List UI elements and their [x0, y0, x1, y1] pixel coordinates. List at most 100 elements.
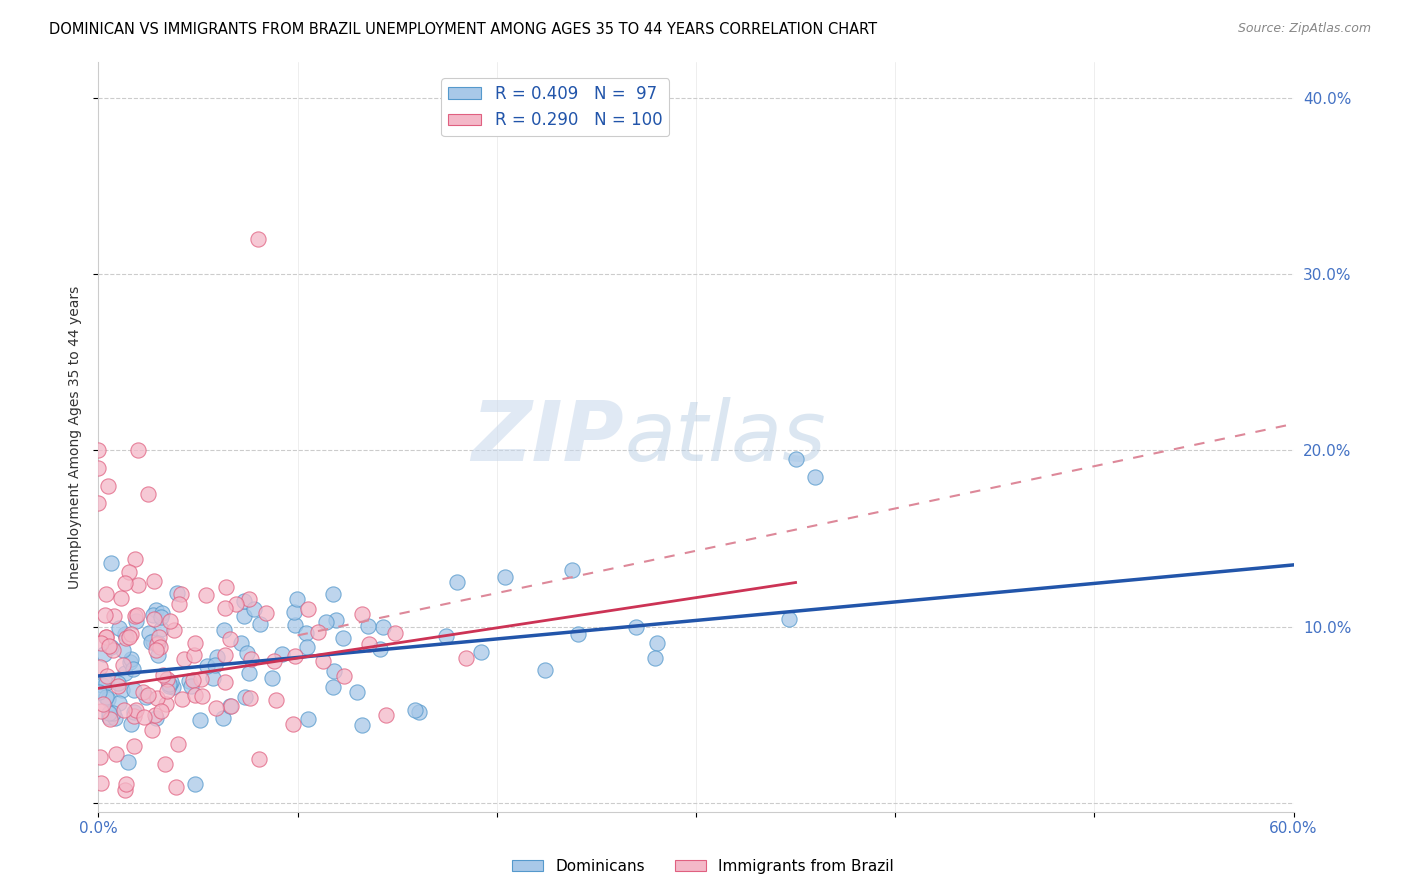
Point	[315, 615, 337, 630]
Point	[114, 576, 136, 591]
Point	[384, 626, 406, 640]
Point	[214, 674, 236, 689]
Point	[561, 563, 583, 577]
Point	[243, 602, 266, 616]
Point	[157, 679, 180, 693]
Point	[100, 640, 122, 655]
Point	[644, 651, 666, 665]
Point	[122, 739, 145, 754]
Point	[90, 636, 112, 650]
Point	[167, 597, 190, 611]
Point	[150, 623, 173, 637]
Point	[145, 708, 167, 723]
Point	[111, 657, 134, 672]
Point	[165, 780, 187, 794]
Point	[98, 639, 121, 653]
Point	[177, 674, 200, 689]
Point	[145, 711, 167, 725]
Point	[124, 608, 146, 623]
Point	[190, 672, 212, 686]
Point	[359, 637, 381, 651]
Point	[312, 654, 335, 668]
Point	[287, 592, 309, 607]
Point	[233, 690, 256, 705]
Point	[120, 652, 142, 666]
Point	[350, 718, 373, 732]
Point	[127, 578, 149, 592]
Point	[184, 689, 207, 703]
Point	[332, 669, 354, 683]
Point	[122, 705, 145, 719]
Point	[146, 636, 169, 650]
Point	[139, 635, 162, 649]
Point	[264, 693, 287, 707]
Point	[136, 487, 159, 501]
Point	[114, 626, 136, 640]
Point	[125, 703, 148, 717]
Point	[110, 591, 132, 605]
Point	[232, 593, 254, 607]
Point	[94, 690, 117, 704]
Point	[149, 704, 172, 718]
Text: Source: ZipAtlas.com: Source: ZipAtlas.com	[1237, 22, 1371, 36]
Point	[90, 775, 112, 789]
Point	[124, 551, 146, 566]
Point	[494, 570, 516, 584]
Point	[159, 614, 181, 628]
Point	[145, 643, 167, 657]
Point	[214, 624, 236, 638]
Point	[142, 611, 165, 625]
Point	[214, 601, 236, 615]
Point	[190, 689, 212, 703]
Point	[97, 691, 120, 706]
Point	[138, 688, 160, 702]
Point	[170, 692, 193, 706]
Point	[214, 648, 236, 663]
Point	[236, 646, 259, 660]
Point	[219, 698, 242, 713]
Point	[446, 574, 468, 589]
Point	[122, 709, 145, 723]
Point	[100, 556, 122, 570]
Point	[118, 565, 141, 579]
Point	[107, 621, 129, 635]
Point	[142, 607, 165, 622]
Point	[470, 645, 492, 659]
Point	[115, 631, 138, 645]
Y-axis label: Unemployment Among Ages 35 to 44 years: Unemployment Among Ages 35 to 44 years	[69, 285, 83, 589]
Point	[94, 675, 117, 690]
Point	[111, 643, 134, 657]
Point	[232, 609, 254, 624]
Point	[120, 627, 142, 641]
Point	[112, 703, 135, 717]
Point	[149, 640, 172, 654]
Point	[167, 737, 190, 751]
Point	[146, 648, 169, 663]
Point	[122, 683, 145, 698]
Point	[162, 680, 184, 694]
Point	[408, 705, 430, 719]
Point	[332, 631, 354, 645]
Point	[219, 632, 242, 647]
Point	[127, 607, 149, 622]
Point	[145, 603, 167, 617]
Point	[114, 665, 136, 680]
Point	[246, 232, 269, 246]
Point	[240, 651, 263, 665]
Point	[91, 697, 114, 711]
Point	[404, 703, 426, 717]
Point	[142, 634, 165, 648]
Point	[322, 680, 344, 694]
Point	[96, 630, 118, 644]
Point	[132, 685, 155, 699]
Point	[152, 606, 174, 620]
Point	[90, 678, 112, 692]
Text: DOMINICAN VS IMMIGRANTS FROM BRAZIL UNEMPLOYMENT AMONG AGES 35 TO 44 YEARS CORRE: DOMINICAN VS IMMIGRANTS FROM BRAZIL UNEM…	[49, 22, 877, 37]
Point	[111, 682, 134, 697]
Point	[156, 672, 179, 686]
Point	[249, 616, 271, 631]
Point	[138, 625, 160, 640]
Point	[295, 626, 318, 640]
Point	[107, 676, 129, 690]
Point	[170, 587, 193, 601]
